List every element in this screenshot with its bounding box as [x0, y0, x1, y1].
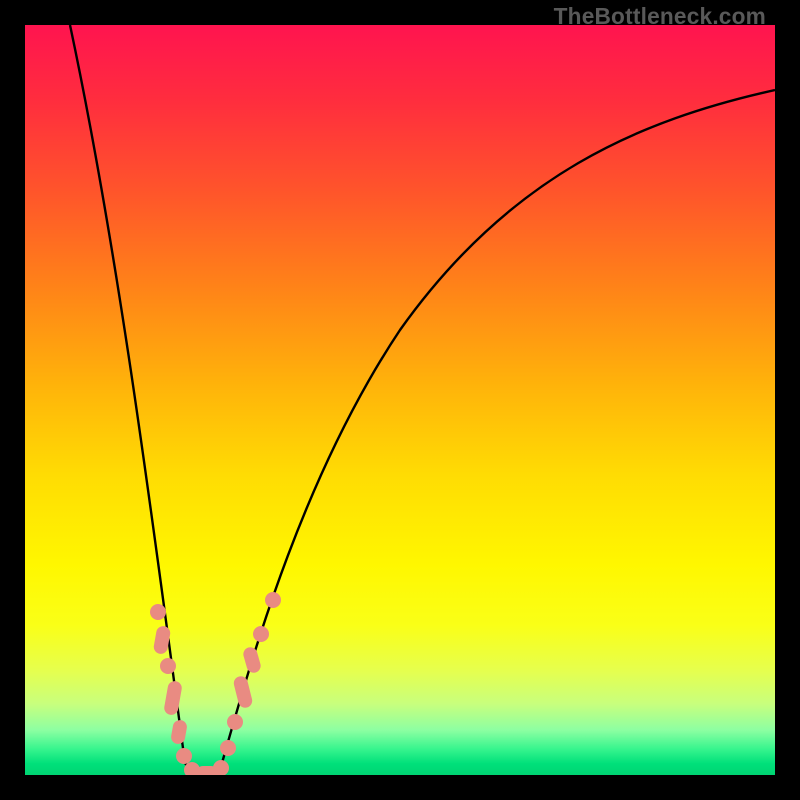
curve-marker: [213, 760, 229, 776]
chart-frame: TheBottleneck.com: [0, 0, 800, 800]
curve-marker: [160, 658, 176, 674]
gradient-background: [25, 25, 775, 775]
curve-marker: [220, 740, 236, 756]
curve-marker: [227, 714, 243, 730]
chart-svg: [0, 0, 800, 800]
curve-marker: [176, 748, 192, 764]
curve-marker: [150, 604, 166, 620]
curve-marker: [265, 592, 281, 608]
curve-marker: [253, 626, 269, 642]
watermark-text: TheBottleneck.com: [554, 3, 766, 30]
